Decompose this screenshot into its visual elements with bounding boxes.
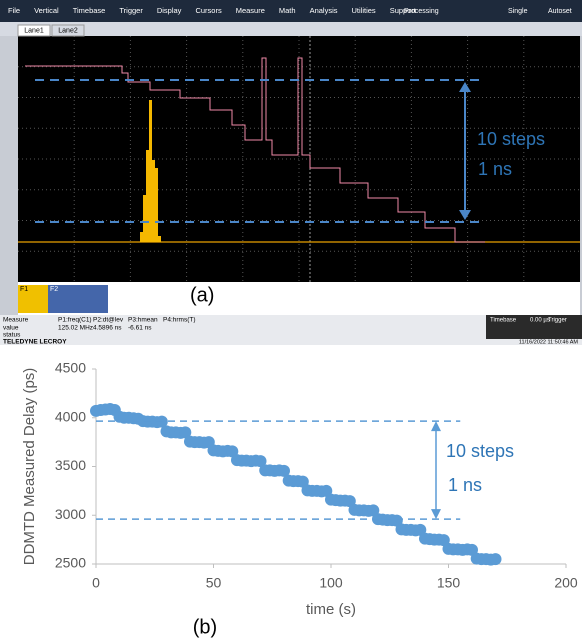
measure-header: P4:hrms(T)	[163, 317, 196, 324]
x-tick-label: 100	[319, 575, 343, 591]
hist-bar	[158, 236, 161, 242]
timestamp: 11/16/2022 11:50:46 AM	[519, 339, 579, 345]
y-tick-label: 4000	[55, 408, 86, 424]
x-tick-label: 50	[206, 575, 222, 591]
scope-annotation: 10 steps	[477, 129, 545, 149]
annotation: 10 steps	[446, 441, 514, 461]
hist-bar	[140, 232, 143, 242]
hist-bar	[155, 168, 158, 242]
y-tick-label: 3000	[55, 506, 86, 522]
x-tick-label: 0	[92, 575, 100, 591]
menu-item: Trigger	[119, 6, 143, 15]
y-axis-title: DDMTD Measured Delay (ps)	[21, 368, 38, 566]
menu-item: Display	[157, 6, 182, 15]
measure-status: status	[3, 332, 21, 339]
y-tick-label: 3500	[55, 457, 86, 473]
menu-item: Analysis	[310, 6, 338, 15]
measure-value: value	[3, 325, 19, 332]
measure-value: -6.61 ns	[128, 325, 152, 332]
hist-bar	[143, 195, 146, 242]
hist-bar	[146, 150, 149, 242]
menu-item: Utilities	[352, 6, 376, 15]
annotation: 1 ns	[448, 475, 482, 495]
menu-item: Timebase	[73, 6, 106, 15]
measure-header: P3:hmean	[128, 317, 158, 324]
function-label: F1	[20, 286, 28, 293]
tab-label: Lane1	[24, 27, 44, 34]
menu-item-right: Single	[508, 8, 528, 15]
x-tick-label: 150	[437, 575, 461, 591]
measure-header: Measure	[3, 317, 29, 324]
timebase-text: Timebase	[490, 318, 517, 324]
menu-item-right: Autoset	[548, 8, 572, 15]
tab-label: Lane2	[58, 27, 78, 34]
menu-item: Vertical	[34, 6, 59, 15]
page: 10 steps 1 ns F1 F2 (a) 2500 3000 3500 4000…	[0, 0, 582, 640]
measure-value: 125.02 MHz	[58, 325, 93, 332]
timebase-text: Trigger	[548, 318, 567, 324]
menu-item: Math	[279, 6, 296, 15]
point	[490, 553, 502, 565]
chart: 2500 3000 3500 4000 4500 0 50 100 150 200 DDMTD Me…	[21, 360, 578, 639]
function-label: F2	[50, 286, 58, 293]
hist-bar	[149, 100, 152, 242]
y-tick-label: 4500	[55, 360, 86, 376]
y-tick-label: 2500	[55, 555, 86, 571]
measure-header: P2:dt@lev	[93, 317, 124, 324]
scope-annotation: 1 ns	[478, 159, 512, 179]
measure-value: 4.5896 ns	[93, 325, 122, 332]
tab-bar	[0, 22, 582, 36]
figure: 10 steps 1 ns F1 F2 (a) 2500 3000 3500 4000…	[0, 0, 582, 640]
panel-label: (b)	[193, 616, 217, 638]
menu-item: Cursors	[195, 6, 222, 15]
menu-item: File	[8, 6, 20, 15]
brand: TELEDYNE LECROY	[3, 339, 67, 346]
menu-item-right: Processing	[404, 8, 439, 15]
measure-header: P1:freq(C1)	[58, 317, 92, 324]
x-axis-title: time (s)	[306, 601, 356, 618]
hist-bar	[152, 160, 155, 242]
menu-item: Measure	[236, 6, 265, 15]
panel-label: (a)	[190, 284, 214, 306]
x-tick-label: 200	[554, 575, 578, 591]
timebase-text: 0.00 µs	[530, 318, 550, 324]
